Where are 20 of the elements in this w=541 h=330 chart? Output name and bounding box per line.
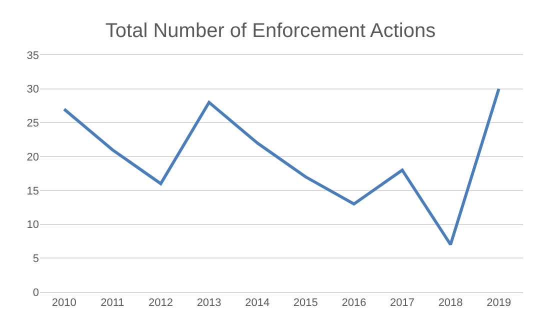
- y-tick-label: 0: [32, 286, 39, 299]
- x-tick-label: 2011: [100, 297, 124, 310]
- x-tick-label: 2016: [342, 297, 366, 310]
- y-tick-label: 5: [32, 252, 39, 265]
- y-tick-label: 10: [26, 219, 39, 232]
- line-series: [62, 87, 500, 246]
- x-tick-label: 2019: [486, 297, 512, 310]
- chart-title: Total Number of Enforcement Actions: [105, 20, 436, 42]
- x-tick-label: 2018: [438, 297, 463, 310]
- x-tick-label: 2015: [293, 297, 318, 310]
- x-tick-label: 2012: [148, 297, 173, 310]
- y-tick-label: 30: [26, 84, 39, 96]
- y-tick-label: 15: [26, 185, 39, 198]
- x-tick-label: 2017: [390, 297, 414, 310]
- x-tick-label: 2010: [52, 297, 76, 310]
- y-tick-label: 20: [26, 151, 39, 164]
- x-tick-label: 2014: [245, 297, 270, 310]
- x-tick-label: 2013: [196, 297, 222, 310]
- y-tick-label: 25: [26, 118, 39, 130]
- y-tick-label: 35: [26, 50, 39, 62]
